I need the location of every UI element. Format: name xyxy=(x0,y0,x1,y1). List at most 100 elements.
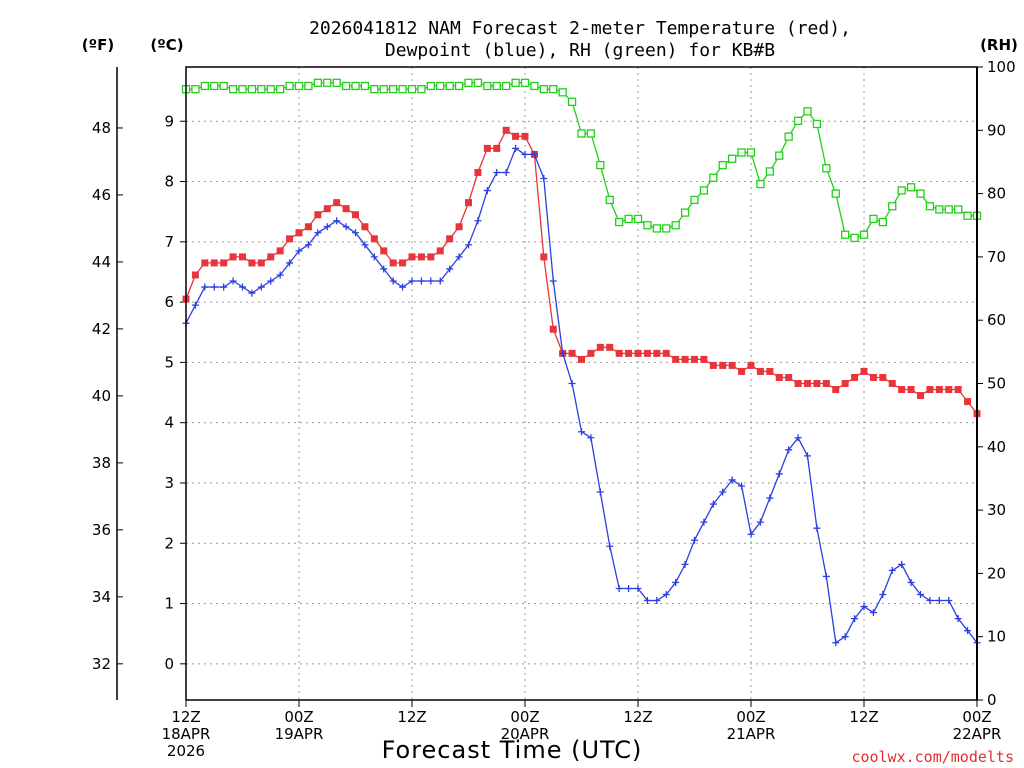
dewpoint-point xyxy=(851,615,859,623)
temperature-point xyxy=(314,211,322,219)
rh-tick-label: 50 xyxy=(987,375,1006,393)
rh-point xyxy=(379,85,388,94)
rh-point xyxy=(925,202,935,211)
fahrenheit-tick-label: 40 xyxy=(92,387,111,405)
dewpoint-point xyxy=(804,452,811,460)
rh-point xyxy=(210,81,219,91)
temperature-point xyxy=(380,247,388,255)
temperature-point xyxy=(766,367,774,375)
celsius-tick-label: 0 xyxy=(164,655,174,673)
rh-point xyxy=(304,81,313,91)
rh-point xyxy=(633,214,643,224)
celsius-tick-label: 7 xyxy=(164,233,174,251)
dewpoint-point xyxy=(935,597,943,605)
temperature-point xyxy=(521,132,529,140)
dewpoint-point xyxy=(813,524,821,532)
dewpoint-point xyxy=(549,277,557,285)
rh-point xyxy=(878,217,887,227)
dewpoint-point xyxy=(672,578,680,586)
dewpoint-point xyxy=(191,301,199,309)
rh-point xyxy=(219,81,228,91)
dewpoint-point xyxy=(267,277,275,285)
dewpoint-point xyxy=(512,144,520,152)
dewpoint-point xyxy=(615,584,623,592)
rh-point xyxy=(652,224,661,233)
celsius-tick-label: 8 xyxy=(164,173,174,191)
temperature-point xyxy=(907,386,915,394)
dewpoint-point xyxy=(408,277,416,285)
temperature-point xyxy=(304,223,312,231)
dewpoint-point xyxy=(907,578,915,586)
time-tick-label: 21APR xyxy=(727,725,776,743)
rh-point xyxy=(567,97,577,106)
rh-point xyxy=(841,230,850,239)
rh-point xyxy=(793,116,803,125)
temperature-point xyxy=(643,349,651,357)
dewpoint-point xyxy=(427,277,435,285)
temperature-point xyxy=(342,205,350,213)
rh-point xyxy=(285,81,294,91)
temperature-point xyxy=(681,355,689,363)
dewpoint-point xyxy=(606,542,614,550)
time-tick-label: 19APR xyxy=(275,725,324,743)
temperature-point xyxy=(399,259,407,267)
dewpoint-point xyxy=(662,591,670,598)
dewpoint-point xyxy=(785,446,793,454)
rh-point xyxy=(276,85,285,94)
time-tick-label: 20APR xyxy=(501,725,550,743)
dewpoint-point xyxy=(361,241,369,249)
rh-point xyxy=(539,85,548,94)
rh-point xyxy=(624,214,633,224)
temperature-point xyxy=(248,259,256,267)
credit-link[interactable]: coolwx.com/modelts xyxy=(851,748,1014,766)
temperature-point xyxy=(427,253,435,261)
temperature-point xyxy=(917,392,924,400)
temperature-point xyxy=(822,380,830,387)
dewpoint-point xyxy=(596,488,604,496)
celsius-tick-label: 6 xyxy=(164,293,174,311)
rh-point xyxy=(888,202,897,211)
temperature-point xyxy=(239,253,246,261)
temperature-point xyxy=(945,386,953,394)
temperature-point xyxy=(888,380,896,387)
rh-point xyxy=(294,81,304,91)
rh-point xyxy=(407,85,417,94)
rh-tick-label: 40 xyxy=(987,438,1006,456)
rh-point xyxy=(822,164,831,173)
dewpoint-point xyxy=(483,187,491,195)
rh-axis: 0 10 20 30 40 50 60 70 80 90 100 xyxy=(977,58,1016,709)
dewpoint-point xyxy=(559,349,567,357)
dewpoint-series xyxy=(182,144,981,647)
fahrenheit-tick-label: 36 xyxy=(92,521,111,539)
rh-point xyxy=(323,78,332,87)
chart-title-line1: 2026041812 NAM Forecast 2-meter Temperat… xyxy=(309,18,851,39)
temperature-point xyxy=(512,132,520,140)
rh-point xyxy=(586,129,596,138)
dewpoint-point xyxy=(756,518,764,526)
dewpoint-point xyxy=(352,229,359,237)
dewpoint-point xyxy=(681,560,689,568)
dewpoint-point xyxy=(333,217,341,225)
dewpoint-point xyxy=(389,277,397,285)
dewpoint-point xyxy=(286,259,294,267)
temperature-point xyxy=(860,367,868,375)
rh-tick-label: 30 xyxy=(987,501,1006,519)
temperature-point xyxy=(333,199,341,207)
temperature-point xyxy=(804,380,811,387)
rh-point xyxy=(746,148,756,157)
dewpoint-point xyxy=(304,241,312,249)
dewpoint-point xyxy=(587,434,595,442)
dewpoint-point xyxy=(709,500,717,508)
rh-tick-label: 100 xyxy=(987,58,1016,76)
dewpoint-point xyxy=(860,603,868,611)
dewpoint-point xyxy=(964,627,972,635)
rh-point xyxy=(803,107,812,116)
temperature-point xyxy=(276,247,284,255)
rh-point xyxy=(454,81,464,91)
fahrenheit-tick-label: 44 xyxy=(92,253,111,271)
rh-point xyxy=(464,78,473,87)
temperature-point xyxy=(257,259,265,267)
fahrenheit-tick-label: 48 xyxy=(92,119,111,137)
dewpoint-point xyxy=(540,175,548,183)
rh-point xyxy=(699,186,709,195)
